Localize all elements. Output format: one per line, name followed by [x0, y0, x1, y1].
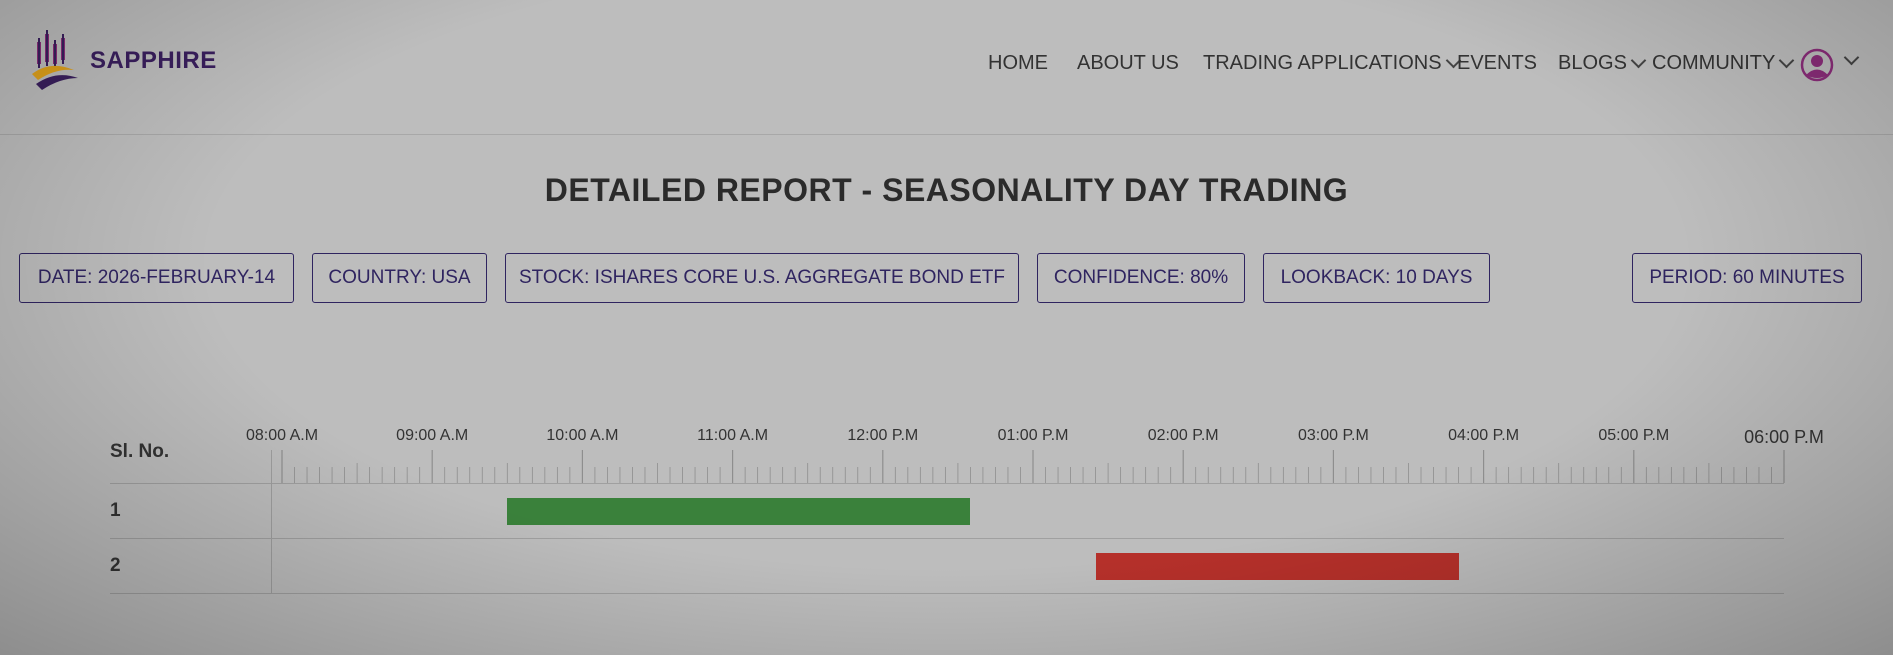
nav-home[interactable]: HOME: [988, 52, 1048, 75]
nav-events-label: EVENTS: [1457, 52, 1538, 74]
tick-label: 06:00 P.M: [1744, 427, 1824, 447]
filter-lookback-label: LOOKBACK: 10 DAYS: [1280, 267, 1473, 288]
filter-date: DATE: 2026-FEBRUARY-14: [19, 253, 294, 303]
row-divider-vertical: [271, 450, 272, 594]
main-nav: HOME ABOUT US TRADING APPLICATIONS EVENT…: [0, 52, 1893, 82]
tick-label: 03:00 P.M: [1297, 427, 1369, 444]
filter-confidence: CONFIDENCE: 80%: [1037, 253, 1245, 303]
filter-country: COUNTRY: USA: [312, 253, 487, 303]
tick-label: 05:00 P.M: [1598, 427, 1670, 444]
nav-blogs[interactable]: BLOGS: [1558, 52, 1647, 75]
user-circle-icon[interactable]: [1800, 48, 1834, 82]
filter-period-label: PERIOD: 60 MINUTES: [1649, 267, 1845, 288]
nav-home-label: HOME: [988, 52, 1048, 74]
filter-lookback: LOOKBACK: 10 DAYS: [1263, 253, 1490, 303]
filter-confidence-label: CONFIDENCE: 80%: [1053, 267, 1229, 288]
axis-line: [110, 483, 1784, 484]
nav-community[interactable]: COMMUNITY: [1652, 52, 1795, 75]
filter-stock-label: STOCK: ISHARES CORE U.S. AGGREGATE BOND …: [519, 267, 1005, 288]
trade-window-bar[interactable]: [1095, 553, 1459, 580]
filter-country-label: COUNTRY: USA: [328, 267, 471, 288]
row-header: Sl. No.: [110, 441, 170, 462]
nav-about-us[interactable]: ABOUT US: [1077, 52, 1179, 75]
filter-period: PERIOD: 60 MINUTES: [1632, 253, 1862, 303]
nav-trading-applications[interactable]: TRADING APPLICATIONS: [1203, 52, 1461, 75]
candlestick-logo-icon: [32, 30, 78, 90]
page-title: DETAILED REPORT - SEASONALITY DAY TRADIN…: [544, 172, 1349, 208]
brand-logo[interactable]: SAPPHIRE: [30, 30, 217, 92]
tick-label: 10:00 A.M: [546, 427, 619, 444]
row-divider: [110, 538, 1784, 539]
trade-window-bar[interactable]: [507, 498, 971, 525]
tick-label: 01:00 P.M: [997, 427, 1069, 444]
row-number: 2: [110, 555, 121, 576]
nav-events[interactable]: EVENTS: [1457, 52, 1537, 75]
time-axis-ticks: [281, 450, 1785, 483]
nav-blogs-label: BLOGS: [1558, 52, 1627, 74]
tick-label: 04:00 P.M: [1448, 427, 1520, 444]
row-number: 1: [110, 500, 121, 521]
row-divider: [110, 593, 1784, 594]
tick-label: 11:00 A.M: [697, 427, 769, 444]
filter-stock: STOCK: ISHARES CORE U.S. AGGREGATE BOND …: [505, 253, 1019, 303]
brand-name: SAPPHIRE: [90, 47, 217, 74]
nav-trading-applications-label: TRADING APPLICATIONS: [1203, 52, 1442, 74]
tick-label: 08:00 A.M: [245, 427, 319, 444]
nav-about-us-label: ABOUT US: [1077, 52, 1179, 74]
tick-label: 09:00 A.M: [396, 427, 469, 444]
nav-community-label: COMMUNITY: [1652, 52, 1776, 74]
site-header: SAPPHIRE HOME ABOUT US TRADING APPLICATI…: [0, 0, 1893, 135]
filter-date-label: DATE: 2026-FEBRUARY-14: [37, 267, 276, 288]
tick-label: 02:00 P.M: [1147, 427, 1219, 444]
tick-label: 12:00 P.M: [847, 427, 919, 444]
